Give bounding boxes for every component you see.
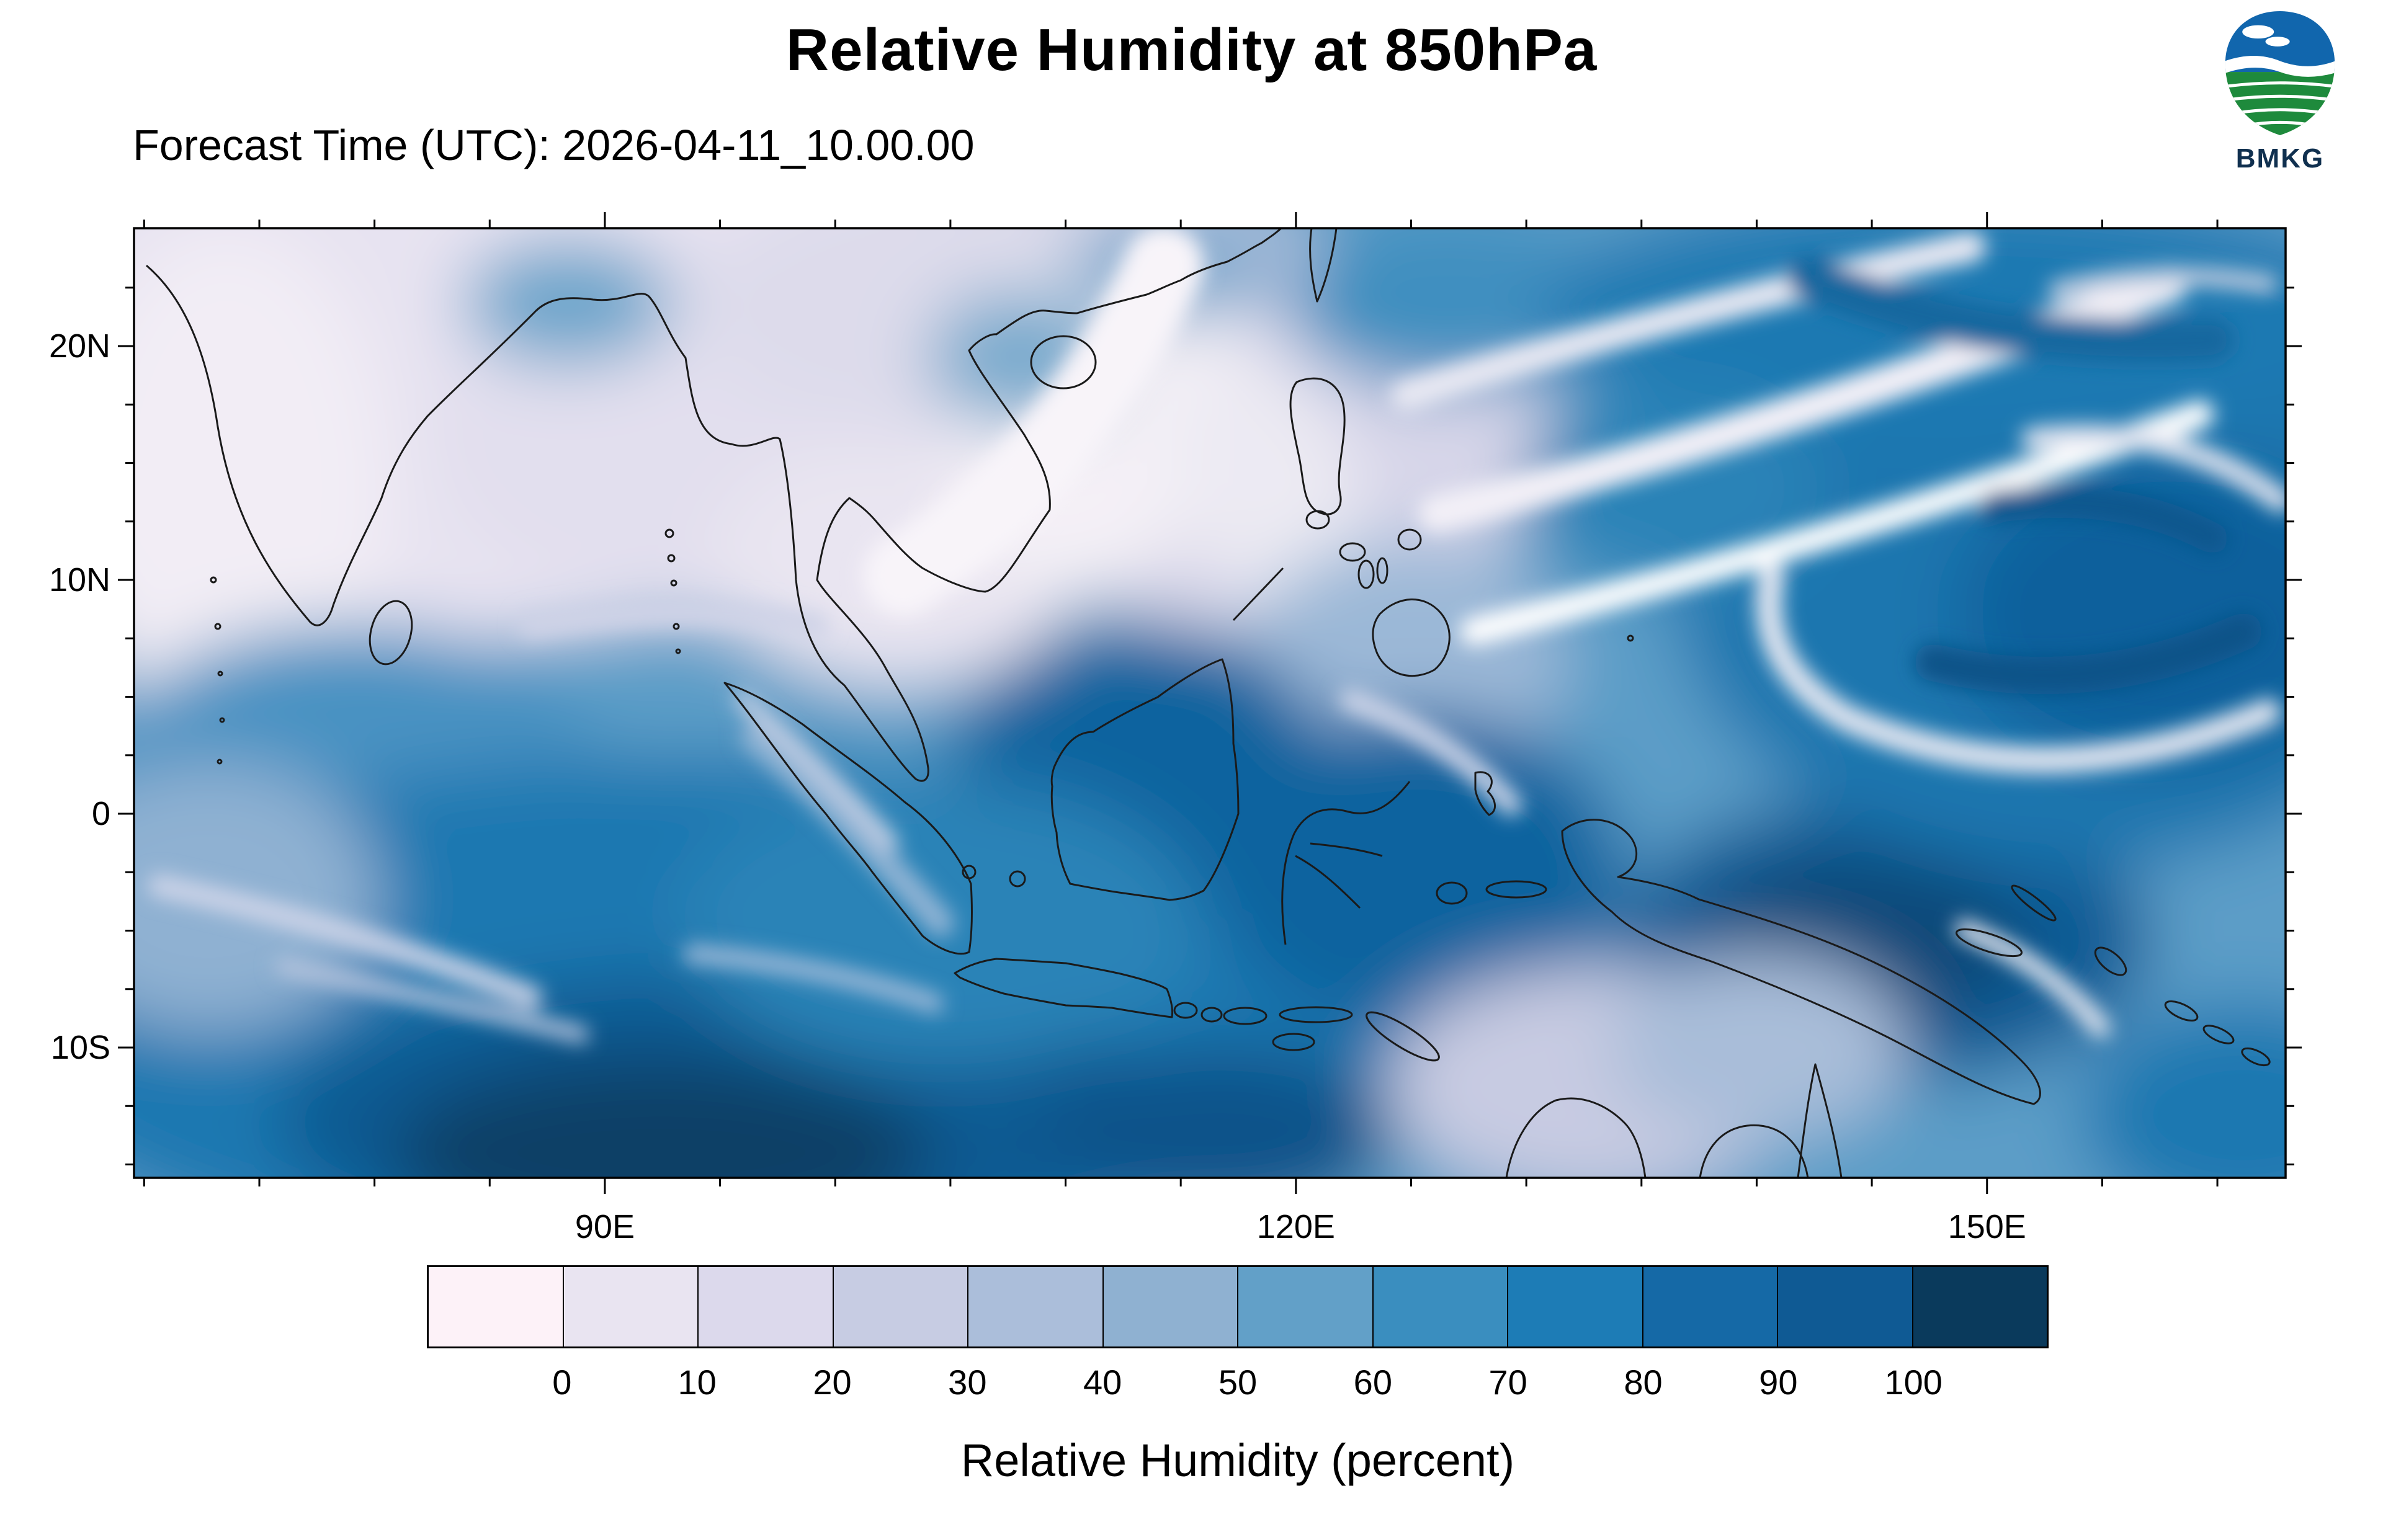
colorbar-tick-label: 80	[1624, 1363, 1663, 1402]
colorbar-cell	[967, 1267, 1102, 1346]
humidity-map	[118, 212, 2302, 1194]
y-axis-tick-label: 20N	[48, 327, 110, 365]
bmkg-logo: BMKG	[2209, 9, 2351, 174]
y-axis-tick-label: 0	[91, 795, 110, 832]
forecast-time-label: Forecast Time (UTC): 2026-04-11_10.00.00	[133, 121, 975, 169]
coastlines	[146, 228, 2271, 1178]
colorbar-tick-label: 30	[948, 1363, 987, 1402]
x-axis-tick-label: 150E	[1947, 1208, 2026, 1245]
x-axis-tick-label: 120E	[1256, 1208, 1335, 1245]
page-title: Relative Humidity at 850hPa	[785, 17, 1598, 83]
map-border	[133, 227, 2287, 1179]
colorbar-tick-label: 50	[1218, 1363, 1258, 1402]
colorbar-cell	[1642, 1267, 1777, 1346]
bmkg-logo-text: BMKG	[2235, 143, 2325, 174]
tick-marks	[118, 212, 2302, 1194]
y-axis-tick-label: 10N	[48, 561, 110, 599]
colorbar	[427, 1265, 2049, 1348]
colorbar-cell	[1911, 1267, 2047, 1346]
colorbar-tick-label: 20	[813, 1363, 852, 1402]
humidity-map-canvas	[118, 212, 2302, 1194]
colorbar-title: Relative Humidity (percent)	[960, 1435, 1515, 1486]
colorbar-cell	[832, 1267, 967, 1346]
colorbar-cell	[1777, 1267, 1912, 1346]
x-axis-tick-label: 90E	[575, 1208, 635, 1245]
colorbar-tick-label: 10	[677, 1363, 717, 1402]
colorbar-tick-label: 100	[1884, 1363, 1943, 1402]
colorbar-cell	[429, 1267, 563, 1346]
colorbar-cell	[562, 1267, 697, 1346]
y-axis-tick-label: 10S	[50, 1029, 110, 1066]
colorbar-cell	[1372, 1267, 1507, 1346]
bmkg-globe-icon	[2225, 11, 2335, 135]
colorbar-tick-label: 70	[1488, 1363, 1527, 1402]
colorbar-tick-label: 0	[552, 1363, 572, 1402]
colorbar-cell	[697, 1267, 833, 1346]
colorbar-tick-label: 90	[1759, 1363, 1798, 1402]
colorbar-cell	[1102, 1267, 1237, 1346]
colorbar-tick-label: 60	[1353, 1363, 1392, 1402]
colorbar-tick-label: 40	[1083, 1363, 1122, 1402]
colorbar-cell	[1237, 1267, 1372, 1346]
colorbar-cell	[1507, 1267, 1642, 1346]
humidity-field	[134, 228, 2286, 1178]
